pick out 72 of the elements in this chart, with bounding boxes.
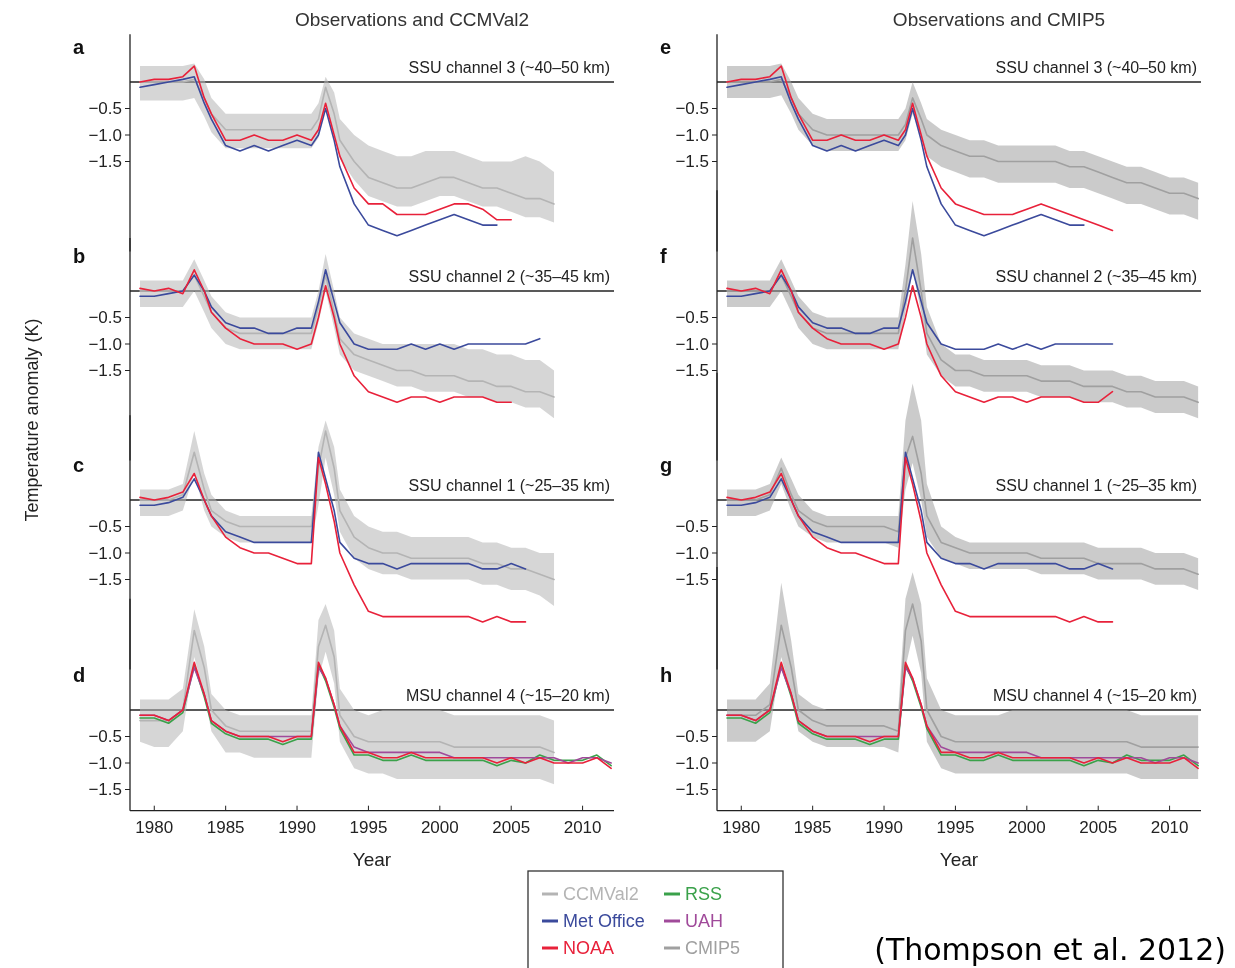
y-tick-label: −0.5: [675, 308, 709, 328]
x-tick-label: 1985: [793, 817, 832, 837]
line-series: [726, 78, 1199, 200]
x-axis-title: Year: [939, 848, 979, 870]
y-tick-label: −1.0: [675, 543, 709, 563]
y-tick-label: −1.5: [675, 361, 709, 381]
line-series: [139, 78, 555, 205]
x-tick-label: 1985: [206, 817, 245, 837]
line-series: [726, 435, 1199, 575]
chart-title: Observations and CCMVal2: [294, 9, 530, 30]
legend-label: CMIP5: [685, 938, 741, 959]
text: a: [73, 36, 85, 58]
text: c: [73, 454, 85, 476]
y-tick-label: −1.0: [675, 334, 709, 354]
x-tick-label: 1995: [936, 817, 975, 837]
text: SSU channel 1 (~25–35 km): [995, 477, 1197, 494]
legend-label: CCMVal2: [563, 884, 639, 905]
y-tick-label: −0.5: [88, 308, 122, 328]
chart-title: Observations and CMIP5: [892, 9, 1106, 30]
y-tick-label: −1.0: [675, 753, 709, 773]
legend-label: Met Office: [563, 911, 645, 932]
text: (Thompson et al. 2012): [874, 932, 1226, 967]
y-tick-label: −1.0: [675, 125, 709, 145]
y-tick-label: −0.5: [88, 517, 122, 537]
x-tick-label: 2005: [1079, 817, 1118, 837]
x-tick-label: 1980: [722, 817, 761, 837]
text: SSU channel 2 (~35–45 km): [408, 268, 610, 285]
x-tick-label: 2000: [420, 817, 459, 837]
text: MSU channel 4 (~15–20 km): [992, 687, 1197, 704]
legend-label: RSS: [685, 884, 723, 905]
text: h: [660, 664, 673, 686]
x-tick-label: 1990: [278, 817, 316, 837]
y-tick-label: −0.5: [88, 727, 122, 747]
x-tick-label: 2010: [563, 817, 602, 837]
x-tick-label: 2010: [1150, 817, 1189, 837]
text: g: [660, 454, 673, 476]
y-tick-label: −1.5: [88, 361, 122, 381]
text: SSU channel 3 (~40–50 km): [995, 59, 1197, 76]
text: d: [73, 664, 86, 686]
text: f: [660, 245, 667, 267]
y-tick-label: −1.0: [88, 753, 122, 773]
text: SSU channel 1 (~25–35 km): [408, 477, 610, 494]
y-tick-label: −1.5: [88, 152, 122, 172]
line-series: [139, 75, 498, 237]
y-tick-label: −1.5: [88, 780, 122, 800]
legend-label: UAH: [685, 911, 724, 932]
y-tick-label: −0.5: [675, 99, 709, 119]
text: SSU channel 3 (~40–50 km): [408, 59, 610, 76]
y-tick-label: −1.0: [88, 334, 122, 354]
y-tick-label: −0.5: [675, 727, 709, 747]
x-tick-label: 2000: [1007, 817, 1046, 837]
x-tick-label: 1980: [135, 817, 174, 837]
y-axis-title: Temperature anomaly (K): [22, 318, 42, 522]
y-tick-label: −0.5: [88, 99, 122, 119]
text: b: [73, 245, 86, 267]
y-tick-label: −1.0: [88, 543, 122, 563]
text: e: [660, 36, 672, 58]
y-tick-label: −1.5: [675, 780, 709, 800]
x-tick-label: 2005: [492, 817, 531, 837]
x-tick-label: 1995: [349, 817, 388, 837]
text: SSU channel 2 (~35–45 km): [995, 268, 1197, 285]
y-tick-label: −1.0: [88, 125, 122, 145]
text: MSU channel 4 (~15–20 km): [405, 687, 610, 704]
legend-label: NOAA: [563, 938, 615, 959]
y-tick-label: −0.5: [675, 517, 709, 537]
line-series: [726, 237, 1199, 404]
y-tick-label: −1.5: [675, 570, 709, 590]
y-tick-label: −1.5: [88, 570, 122, 590]
x-axis-title: Year: [352, 848, 392, 870]
x-tick-label: 1990: [865, 817, 903, 837]
line-series: [726, 75, 1085, 237]
y-tick-label: −1.5: [675, 152, 709, 172]
